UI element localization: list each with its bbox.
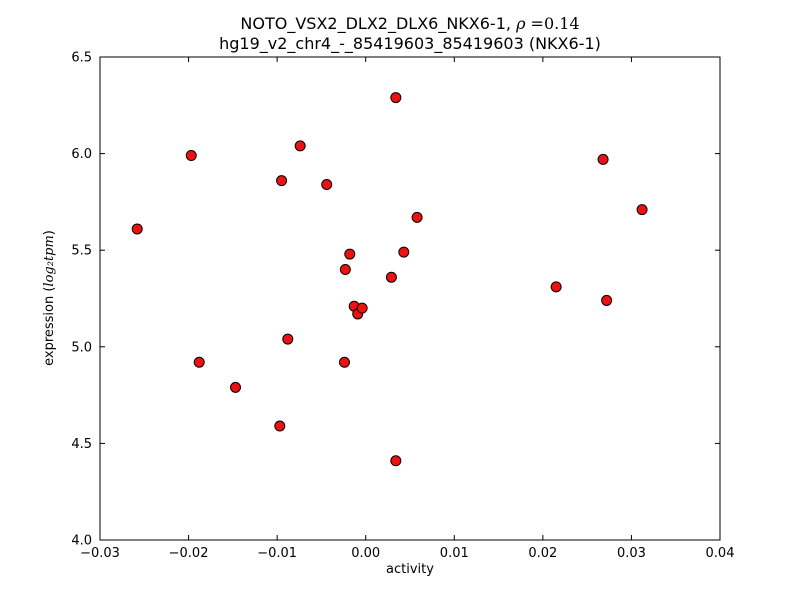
y-tick-label: 6.0 [71,147,92,162]
data-point [282,333,294,345]
data-point [636,204,648,216]
x-tick-label: −0.03 [80,546,120,561]
data-point [339,264,351,276]
y-tick-label: 5.0 [71,340,92,355]
y-axis-label-prefix: expression ( [42,287,57,366]
data-point [356,302,368,314]
plot-title-line2: hg19_v2_chr4_-_85419603_85419603 (NKX6-1… [219,34,601,54]
x-tick-label: −0.02 [169,546,209,561]
y-tick-label: 4.5 [71,437,92,452]
data-point [321,179,333,191]
data-point [390,455,402,467]
x-tick-label: −0.01 [257,546,297,561]
plot-title-line1: NOTO_VSX2_DLX2_DLX6_NKX6-1, ρ =0.14 [240,14,579,34]
x-tick-label: 0.04 [706,546,735,561]
title-rho-value: =0.14 [525,14,579,33]
y-axis-label-suffix: ) [42,230,57,235]
x-axis-label: activity [386,562,434,577]
data-point [601,294,613,306]
x-tick-label: 0.01 [440,546,469,561]
data-point [274,420,286,432]
data-point [398,246,410,258]
data-point [276,175,288,187]
y-tick-label: 6.5 [71,51,92,66]
title-gene-set: NOTO_VSX2_DLX2_DLX6_NKX6-1, [240,14,516,34]
x-tick-label: 0.00 [351,546,380,561]
data-point [390,92,402,104]
data-point [550,281,562,293]
x-tick-label: 0.03 [617,546,646,561]
data-point [344,248,356,260]
data-point [294,140,306,152]
x-tick-label: 0.02 [528,546,557,561]
data-point [597,153,609,165]
data-point [131,223,143,235]
data-point [185,150,197,162]
data-point [411,211,423,223]
title-rho-symbol: ρ [515,14,526,33]
data-point [338,356,350,368]
plot-border [99,56,721,541]
data-point [230,381,242,393]
plot-generated-layer: −0.03 −0.02 −0.01 0.00 0.01 0.02 0.03 0.04 4.0 4.… [71,51,734,562]
data-point [385,271,397,283]
y-tick-label: 5.5 [71,244,92,259]
y-tick-label: 4.0 [71,534,92,549]
y-axis-label-math: log₂tpm [42,235,57,286]
y-axis-label: expression (log₂tpm) [42,230,57,366]
data-point [193,356,205,368]
